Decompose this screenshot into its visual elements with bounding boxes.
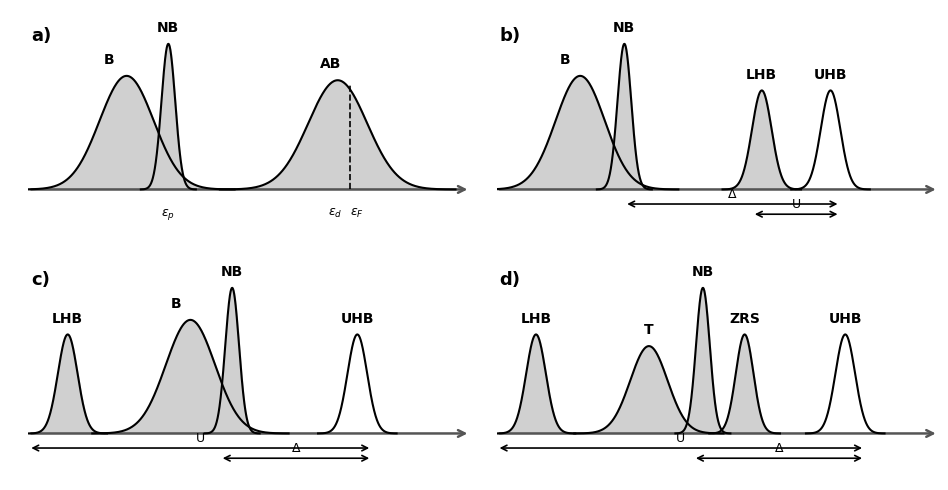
- Text: AB: AB: [319, 57, 341, 72]
- Text: ZRS: ZRS: [729, 312, 760, 326]
- Text: U: U: [676, 432, 685, 445]
- Text: $\varepsilon_p$: $\varepsilon_p$: [161, 207, 175, 222]
- Text: B: B: [560, 53, 571, 67]
- Text: UHB: UHB: [829, 312, 862, 326]
- Text: a): a): [31, 27, 51, 45]
- Text: NB: NB: [692, 265, 714, 279]
- Text: LHB: LHB: [52, 312, 83, 326]
- Text: c): c): [31, 271, 49, 289]
- Text: $\varepsilon_F$: $\varepsilon_F$: [351, 207, 364, 220]
- Text: U: U: [195, 432, 205, 445]
- Text: NB: NB: [613, 21, 635, 35]
- Text: LHB: LHB: [520, 312, 552, 326]
- Text: d): d): [500, 271, 520, 289]
- Text: UHB: UHB: [813, 68, 848, 82]
- Text: NB: NB: [221, 265, 244, 279]
- Text: LHB: LHB: [746, 68, 777, 82]
- Text: $\varepsilon_d$: $\varepsilon_d$: [328, 207, 342, 220]
- Text: B: B: [171, 297, 181, 311]
- Text: B: B: [104, 53, 115, 67]
- Text: $\Delta$: $\Delta$: [774, 442, 784, 455]
- Text: U: U: [792, 198, 801, 211]
- Text: UHB: UHB: [340, 312, 374, 326]
- Text: NB: NB: [157, 21, 179, 35]
- Text: $\Delta$: $\Delta$: [291, 442, 301, 455]
- Text: T: T: [644, 323, 654, 337]
- Text: $\Delta$: $\Delta$: [727, 188, 738, 201]
- Text: b): b): [500, 27, 520, 45]
